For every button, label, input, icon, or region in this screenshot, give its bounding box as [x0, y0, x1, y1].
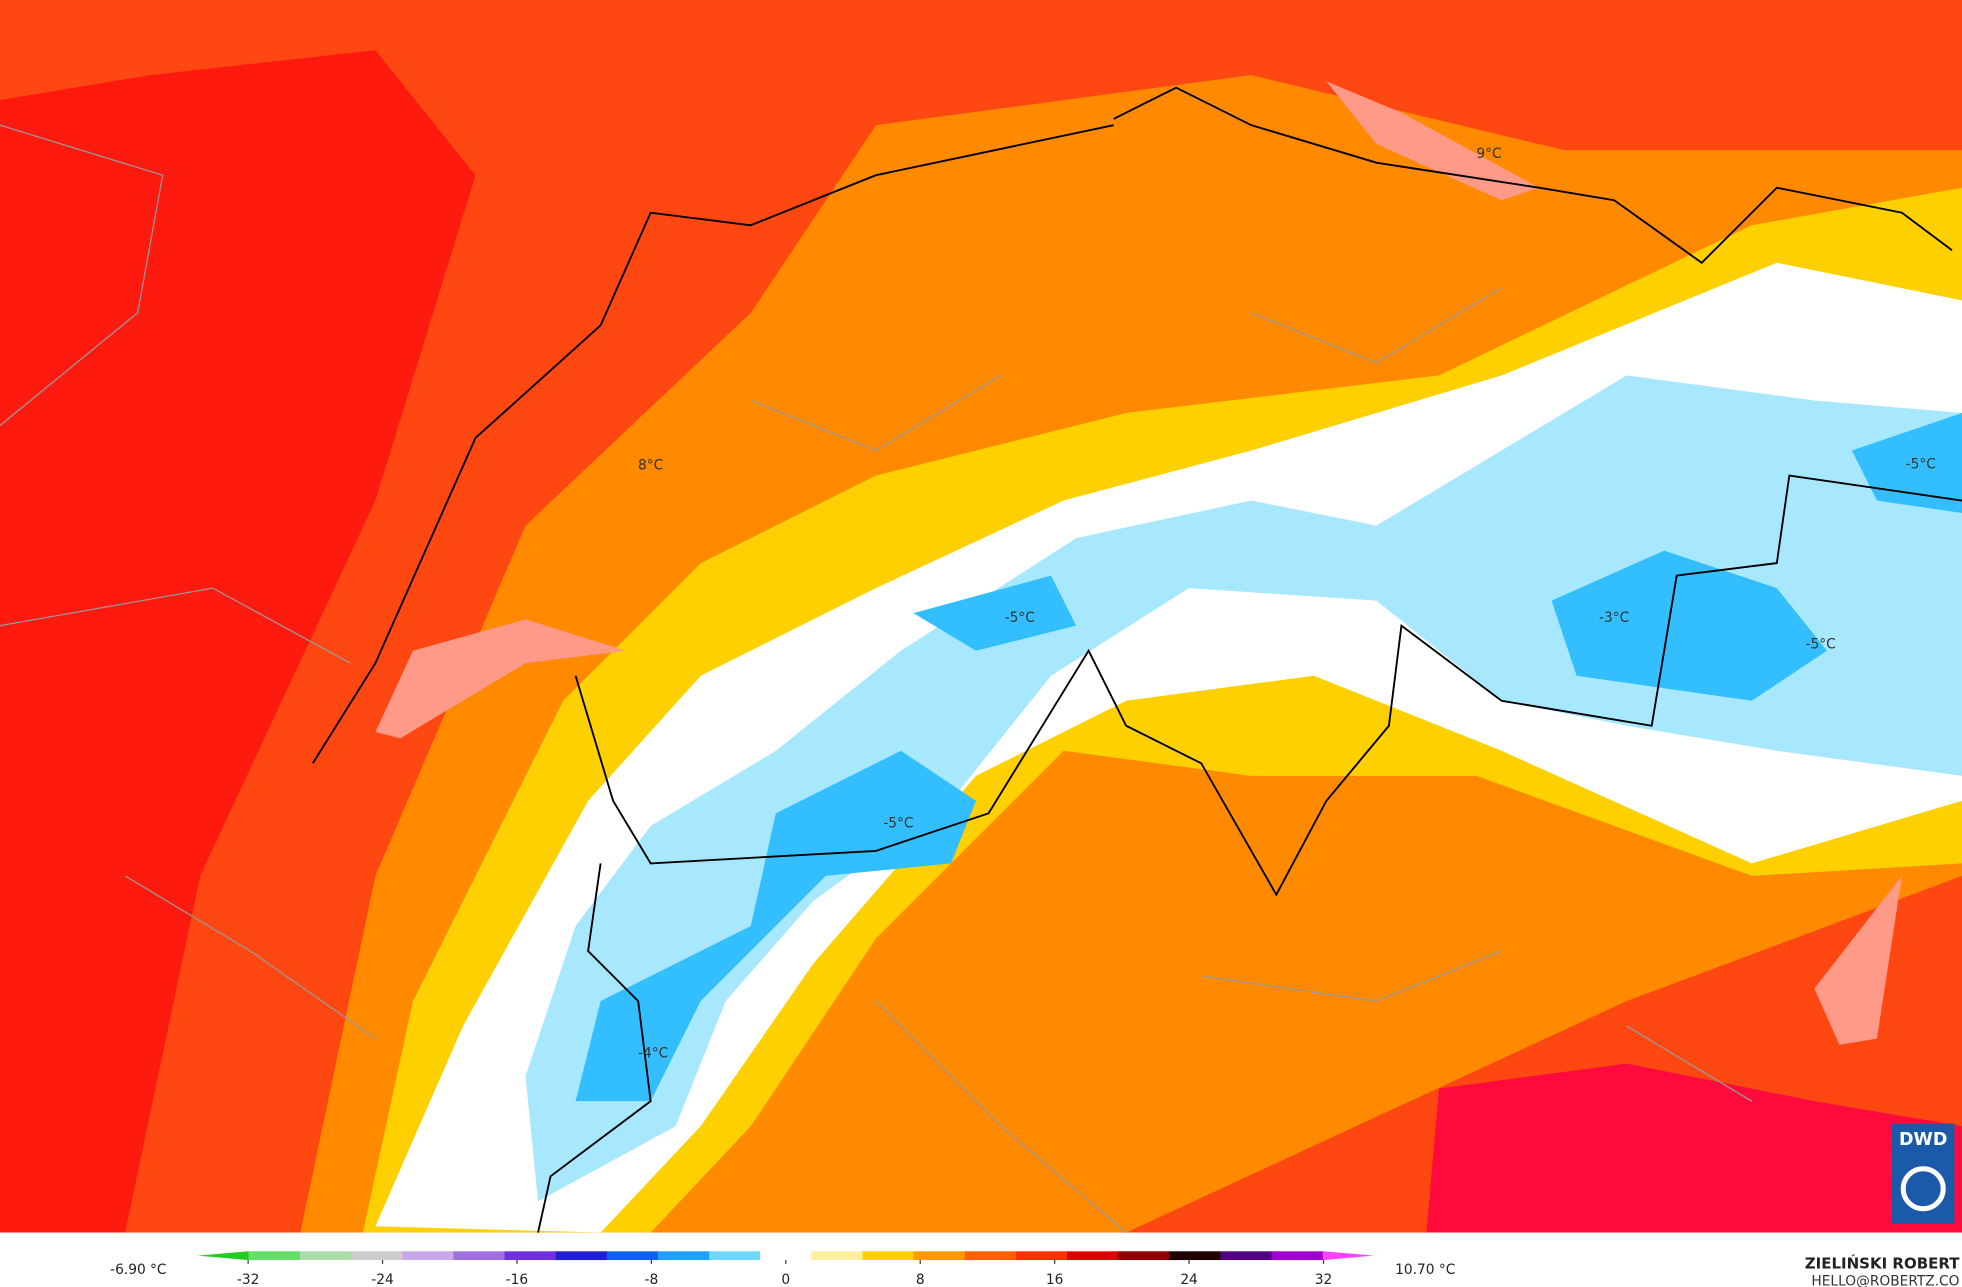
colorbar-segment — [1067, 1251, 1119, 1261]
credit-email: HELLO@ROBERTZ.CO — [1811, 1273, 1959, 1287]
colorbar-segment — [453, 1251, 506, 1261]
colorbar-tick-label: -24 — [371, 1272, 393, 1287]
lake — [1814, 875, 1902, 1045]
colorbar-segment — [351, 1251, 403, 1261]
logo-swirl — [1900, 1166, 1946, 1212]
colorbar-segment — [1118, 1251, 1170, 1261]
colorbar-segment — [1220, 1251, 1273, 1261]
border-line — [312, 124, 1114, 764]
region-line — [0, 124, 1753, 1234]
colorbar-segment — [1169, 1251, 1222, 1261]
colorbar-segment — [862, 1251, 915, 1261]
colorbar-min: -6.90 °C — [110, 1262, 166, 1278]
lake — [375, 619, 626, 739]
temp-label: 8°C — [638, 458, 663, 474]
colorbar-tick-label: -8 — [645, 1272, 659, 1287]
colorbar-tick-label: 0 — [781, 1272, 790, 1287]
temp-zone — [913, 575, 1077, 651]
colorbar-tick-label: 24 — [1180, 1272, 1198, 1287]
colorbar-segment — [248, 1251, 301, 1261]
colorbar-segment — [606, 1251, 659, 1261]
border-line — [574, 474, 1962, 897]
lake — [1326, 81, 1540, 201]
colorbar-segment — [964, 1251, 1017, 1261]
colorbar-segment — [760, 1251, 812, 1261]
colorbar-end — [197, 1251, 249, 1261]
colorbar-max: 10.70 °C — [1395, 1262, 1455, 1278]
temp-label: -5°C — [883, 815, 913, 831]
border-line — [537, 863, 652, 1233]
warm-zone — [0, 50, 476, 1233]
temp-label: 9°C — [1476, 146, 1501, 162]
warm-zone — [1426, 1063, 1962, 1233]
colorbar-segment — [555, 1251, 608, 1261]
colorbar-segment — [657, 1251, 710, 1261]
colorbar-tick-label: 32 — [1315, 1272, 1333, 1287]
colorbar-segment — [811, 1251, 864, 1261]
colorbar-segment — [402, 1251, 455, 1261]
temp-label: -4°C — [638, 1046, 668, 1062]
colorbar-end — [1322, 1251, 1374, 1261]
temp-zone — [1551, 550, 1827, 701]
map-area: DWD — [0, 0, 1962, 1234]
colorbar-segment — [709, 1251, 761, 1261]
colorbar-segment — [1271, 1251, 1324, 1261]
border-line — [1113, 86, 1953, 265]
colorbar-tick-label: -16 — [506, 1272, 528, 1287]
temp-label: -5°C — [1005, 610, 1035, 626]
colorbar-tick-label: 16 — [1046, 1272, 1064, 1287]
credit-name: ZIELIŃSKI ROBERT — [1805, 1253, 1960, 1272]
logo-text: DWD — [1899, 1130, 1947, 1150]
temp-zone — [575, 750, 976, 1102]
temp-label: -3°C — [1599, 610, 1629, 626]
colorbar-segment — [913, 1251, 966, 1261]
temp-label: -5°C — [1906, 456, 1936, 472]
colorbar-tick-label: 8 — [916, 1272, 925, 1287]
colorbar-tick-label: -32 — [237, 1272, 259, 1287]
colorbar-segment — [299, 1251, 352, 1261]
temp-label: -5°C — [1806, 636, 1836, 652]
colorbar-segment — [504, 1251, 557, 1261]
colorbar-segment — [1015, 1251, 1068, 1261]
